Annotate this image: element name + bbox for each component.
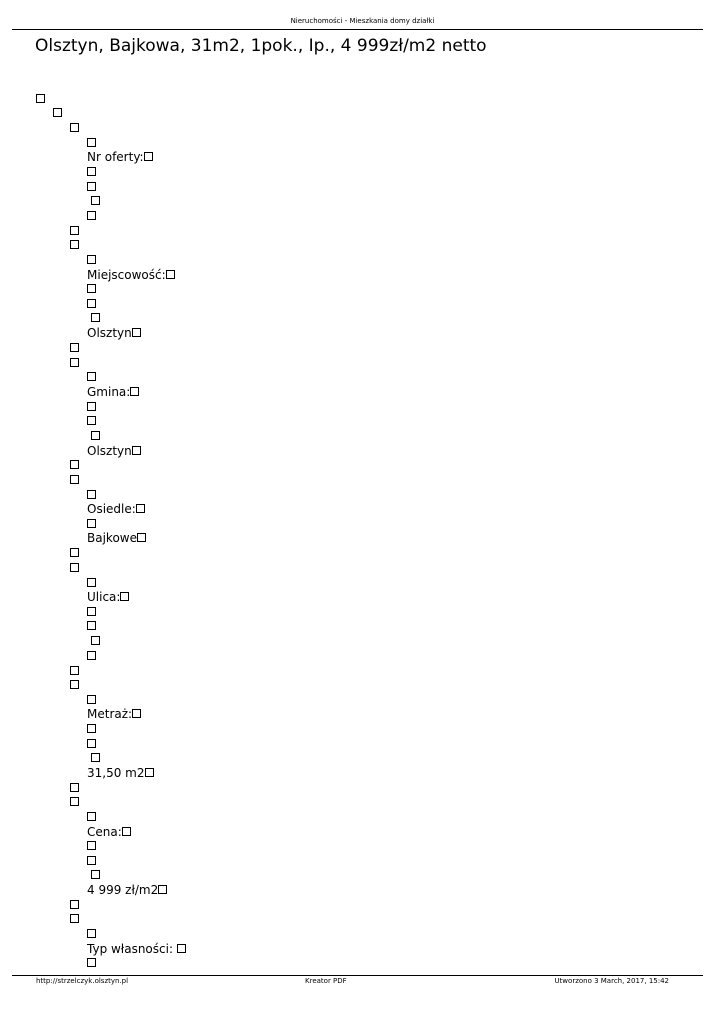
missing-glyph-icon [87,282,96,296]
area-value: 31,50 m2 [87,766,145,780]
missing-glyph-icon [70,912,79,926]
field-offer-number: Nr oferty: [87,150,153,164]
missing-glyph-icon [87,839,96,853]
missing-glyph-icon [70,341,79,355]
area-label: Metraż: [87,707,133,721]
page-header: Nieruchomości - Mieszkania domy działki [290,17,435,25]
locality-value-line: Olsztyn [87,326,141,340]
missing-glyph-icon [36,92,45,106]
missing-glyph-icon [143,152,153,161]
missing-glyph-icon [87,414,96,428]
missing-glyph-icon [165,270,175,279]
missing-glyph-icon [87,488,96,502]
missing-glyph-icon [70,781,79,795]
missing-glyph-icon [70,121,79,135]
missing-glyph-icon [132,709,142,718]
price-label: Cena: [87,825,122,839]
missing-glyph-icon [87,619,96,633]
estate-value: Bajkowe [87,531,137,545]
locality-label: Miejscowość: [87,268,166,282]
price-value: 4 999 zł/m2 [87,883,159,897]
field-street: Ulica: [87,590,130,604]
missing-glyph-icon [70,898,79,912]
missing-glyph-icon [70,473,79,487]
missing-glyph-icon [130,387,140,396]
missing-glyph-icon [87,810,96,824]
missing-glyph-icon [87,297,96,311]
missing-glyph-icon [91,429,100,443]
missing-glyph-icon [176,944,186,953]
missing-glyph-icon [120,592,130,601]
footer-url: http://strzelczyk.olsztyn.pl [36,977,129,985]
missing-glyph-icon [70,458,79,472]
missing-glyph-icon [87,180,96,194]
missing-glyph-icon [91,311,100,325]
missing-glyph-icon [87,576,96,590]
price-value-line: 4 999 zł/m2 [87,883,168,897]
footer-generator: Kreator PDF [305,977,347,985]
missing-glyph-icon [87,370,96,384]
commune-value-line: Olsztyn [87,444,141,458]
estate-value-line: Bajkowe [87,531,146,545]
field-locality: Miejscowość: [87,268,175,282]
field-estate: Osiedle: [87,502,145,516]
missing-glyph-icon [87,854,96,868]
missing-glyph-icon [131,328,141,337]
missing-glyph-icon [70,664,79,678]
missing-glyph-icon [87,136,96,150]
missing-glyph-icon [87,649,96,663]
missing-glyph-icon [70,546,79,560]
missing-glyph-icon [53,106,62,120]
missing-glyph-icon [87,737,96,751]
commune-value: Olsztyn [87,444,132,458]
missing-glyph-icon [136,533,146,542]
field-area: Metraż: [87,707,142,721]
missing-glyph-icon [70,678,79,692]
missing-glyph-icon [87,605,96,619]
missing-glyph-icon [70,356,79,370]
missing-glyph-icon [87,722,96,736]
estate-label: Osiedle: [87,502,136,516]
missing-glyph-icon [91,868,100,882]
missing-glyph-icon [91,194,100,208]
footer-divider [12,975,703,976]
missing-glyph-icon [135,504,145,513]
missing-glyph-icon [70,238,79,252]
missing-glyph-icon [87,253,96,267]
missing-glyph-icon [87,517,96,531]
footer-created-date: Utworzono 3 March, 2017, 15:42 [554,977,669,985]
missing-glyph-icon [70,795,79,809]
missing-glyph-icon [87,956,96,970]
missing-glyph-icon [87,693,96,707]
ownership-label: Typ własności: [87,942,177,956]
missing-glyph-icon [70,561,79,575]
offer-number-label: Nr oferty: [87,150,144,164]
header-divider [12,29,703,30]
street-label: Ulica: [87,590,121,604]
listing-title: Olsztyn, Bajkowa, 31m2, 1pok., Ip., 4 99… [35,36,487,56]
missing-glyph-icon [144,768,154,777]
missing-glyph-icon [158,885,168,894]
missing-glyph-icon [91,751,100,765]
missing-glyph-icon [87,927,96,941]
field-price: Cena: [87,825,131,839]
missing-glyph-icon [131,446,141,455]
field-commune: Gmina: [87,385,140,399]
missing-glyph-icon [87,165,96,179]
area-value-line: 31,50 m2 [87,766,154,780]
missing-glyph-icon [70,224,79,238]
missing-glyph-icon [91,634,100,648]
missing-glyph-icon [87,209,96,223]
missing-glyph-icon [87,400,96,414]
commune-label: Gmina: [87,385,131,399]
field-ownership-type: Typ własności: [87,942,186,956]
locality-value: Olsztyn [87,326,132,340]
missing-glyph-icon [121,827,131,836]
